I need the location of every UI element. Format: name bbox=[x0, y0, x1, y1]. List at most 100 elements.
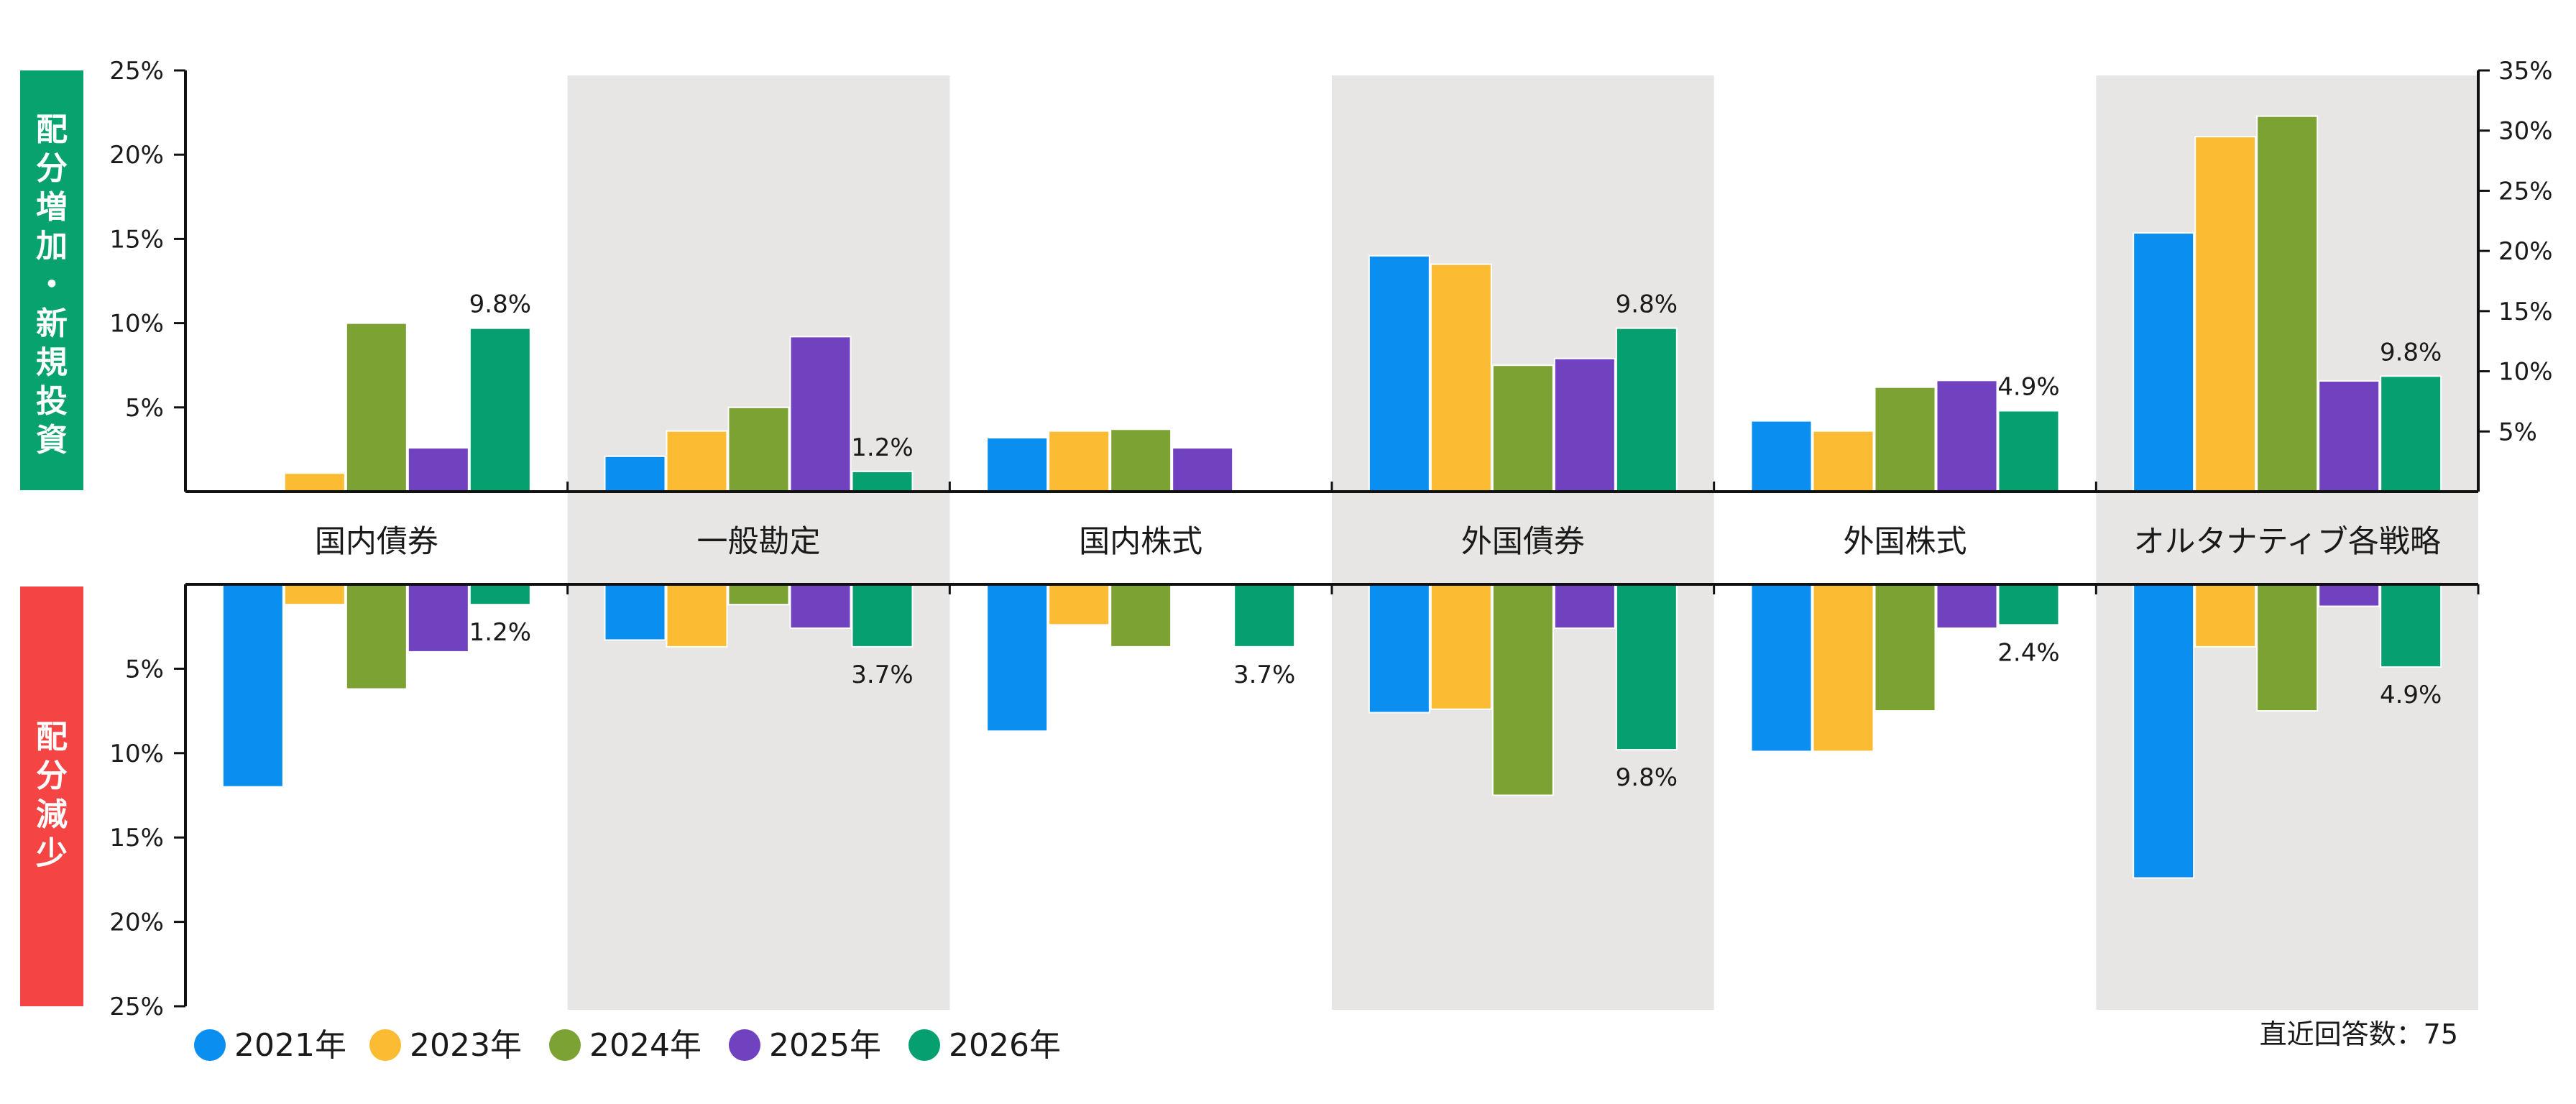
legend-swatch bbox=[908, 1029, 940, 1061]
legend-swatch bbox=[194, 1029, 226, 1061]
axes bbox=[174, 69, 2490, 1008]
increase-data-label: 9.8% bbox=[2380, 338, 2442, 367]
decrease-data-label: 3.7% bbox=[1233, 661, 1295, 689]
lower-side-label-box bbox=[20, 586, 83, 1006]
increase-bar bbox=[345, 322, 408, 492]
category-label: 国内株式 bbox=[1079, 524, 1202, 560]
legend-label: 2026年 bbox=[949, 1027, 1061, 1064]
decrease-data-label: 2.4% bbox=[1997, 638, 2059, 667]
side-label-char: 新 bbox=[36, 305, 68, 342]
side-label-char: 分 bbox=[36, 758, 68, 794]
side-label-char: 配 bbox=[36, 719, 68, 755]
decrease-bar bbox=[2133, 584, 2195, 879]
left-axis-tick-label: 5% bbox=[125, 394, 164, 423]
decrease-bar bbox=[221, 584, 284, 788]
lower-axis-tick-label: 15% bbox=[109, 824, 164, 852]
legend-label: 2025年 bbox=[769, 1027, 881, 1064]
category-shading bbox=[567, 75, 2478, 1010]
decrease-bars bbox=[221, 584, 2442, 879]
decrease-bar bbox=[727, 584, 790, 606]
increase-bar bbox=[407, 447, 469, 493]
lower-axis-tick-label: 10% bbox=[109, 740, 164, 768]
right-axis-tick-label: 20% bbox=[2498, 237, 2553, 266]
decrease-bar bbox=[1812, 584, 1874, 753]
decrease-bar bbox=[1997, 584, 2060, 626]
decrease-data-label: 3.7% bbox=[851, 661, 913, 689]
increase-bar bbox=[604, 455, 666, 492]
increase-bar bbox=[1430, 263, 1492, 492]
increase-bar bbox=[1172, 447, 1234, 493]
response-count-note: 直近回答数：75 bbox=[2260, 1018, 2458, 1050]
legend-label: 2024年 bbox=[589, 1027, 702, 1064]
category-label: 外国債券 bbox=[1461, 524, 1585, 560]
decrease-bar bbox=[986, 584, 1049, 732]
category-labels: 国内債券 一般勘定 国内株式 外国債券 外国株式 オルタナティブ各戦略 bbox=[315, 524, 2441, 560]
increase-bar bbox=[789, 336, 852, 492]
right-axis-ticks: 35% 30% 25% 20% 15% 10% 5% bbox=[2498, 57, 2553, 446]
category-label: 一般勘定 bbox=[697, 524, 821, 560]
legend: 2021年 2023年 2024年 2025年 2026年 bbox=[194, 1027, 1061, 1064]
left-axis-tick-label: 15% bbox=[109, 225, 164, 254]
upper-side-label-box bbox=[20, 70, 83, 490]
increase-bar bbox=[1048, 430, 1110, 493]
decrease-bar bbox=[1048, 584, 1110, 626]
increase-bars bbox=[283, 115, 2442, 493]
decrease-bar bbox=[1430, 584, 1492, 710]
left-axis-tick-label: 20% bbox=[109, 141, 164, 170]
side-label-char: 分 bbox=[36, 150, 68, 187]
right-axis-tick-label: 35% bbox=[2498, 57, 2553, 86]
increase-data-label: 9.8% bbox=[1616, 290, 1678, 319]
increase-bar bbox=[1812, 430, 1874, 493]
category-label: オルタナティブ各戦略 bbox=[2133, 524, 2440, 560]
increase-bar bbox=[1874, 386, 1936, 492]
decrease-bar bbox=[1491, 584, 1554, 796]
right-axis-tick-label: 5% bbox=[2498, 418, 2537, 446]
decrease-bar bbox=[1750, 584, 1813, 753]
decrease-bar bbox=[2256, 584, 2319, 712]
category-label: 国内債券 bbox=[315, 524, 438, 560]
increase-bar bbox=[1553, 357, 1616, 492]
right-axis-tick-label: 25% bbox=[2498, 177, 2553, 206]
lower-axis-tick-label: 25% bbox=[109, 993, 164, 1021]
decrease-bar bbox=[2318, 584, 2380, 607]
increase-data-label: 1.2% bbox=[851, 433, 913, 462]
decrease-bar bbox=[1233, 584, 1296, 648]
increase-bar bbox=[2318, 380, 2380, 492]
right-axis-tick-label: 30% bbox=[2498, 117, 2553, 146]
decrease-bar bbox=[2194, 584, 2257, 648]
category-shading-band bbox=[1332, 75, 1714, 1010]
left-axis-tick-label: 10% bbox=[109, 310, 164, 339]
legend-swatch bbox=[549, 1029, 581, 1061]
decrease-bar bbox=[1615, 584, 1678, 751]
legend-label: 2023年 bbox=[410, 1027, 522, 1064]
right-axis-tick-label: 10% bbox=[2498, 358, 2553, 387]
increase-bar bbox=[986, 436, 1049, 493]
increase-data-label: 9.8% bbox=[469, 290, 531, 319]
decrease-data-label: 9.8% bbox=[1616, 763, 1678, 792]
increase-bar bbox=[1368, 254, 1430, 492]
decrease-bar bbox=[1874, 584, 1936, 712]
decrease-bar bbox=[1368, 584, 1430, 714]
legend-swatch bbox=[369, 1029, 401, 1061]
increase-bar bbox=[469, 327, 531, 492]
decrease-bar bbox=[1553, 584, 1616, 630]
lower-axis-tick-label: 5% bbox=[125, 655, 164, 684]
legend-label: 2021年 bbox=[234, 1027, 346, 1064]
increase-bar bbox=[666, 430, 728, 493]
side-label-char: 投 bbox=[36, 383, 68, 420]
decrease-bar bbox=[1936, 584, 1998, 630]
decrease-data-label: 4.9% bbox=[2380, 681, 2442, 709]
increase-bar bbox=[1936, 380, 1998, 493]
increase-bar bbox=[2256, 115, 2319, 492]
decrease-data-label: 1.2% bbox=[469, 618, 531, 647]
category-label: 外国株式 bbox=[1844, 524, 1967, 560]
increase-bar bbox=[2194, 136, 2257, 492]
decrease-bar bbox=[2380, 584, 2442, 668]
category-shading-band bbox=[567, 75, 950, 1010]
increase-bar bbox=[283, 472, 346, 493]
decrease-bar bbox=[666, 584, 728, 648]
